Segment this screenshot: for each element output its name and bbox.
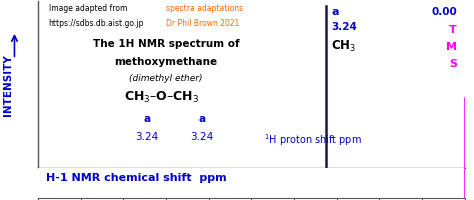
Text: T: T — [449, 25, 457, 35]
Text: S: S — [449, 58, 457, 68]
Text: a: a — [331, 7, 339, 17]
Text: spectra adaptations: spectra adaptations — [166, 4, 243, 13]
Text: (dimethyl ether): (dimethyl ether) — [129, 73, 203, 82]
Text: Image adapted from: Image adapted from — [48, 4, 127, 13]
Text: 0.00: 0.00 — [431, 7, 457, 17]
Text: INTENSITY: INTENSITY — [3, 54, 13, 116]
Text: a: a — [143, 113, 150, 123]
Text: 3.24: 3.24 — [135, 131, 158, 141]
Text: CH$_3$: CH$_3$ — [331, 38, 356, 54]
Text: CH$_3$–O–CH$_3$: CH$_3$–O–CH$_3$ — [124, 90, 200, 105]
Text: a: a — [199, 113, 206, 123]
Text: H-1 NMR chemical shift  ppm: H-1 NMR chemical shift ppm — [46, 172, 227, 182]
Text: M: M — [446, 42, 457, 52]
Text: The 1H NMR spectrum of: The 1H NMR spectrum of — [92, 38, 239, 48]
Text: methoxymethane: methoxymethane — [114, 57, 218, 67]
Text: Dr Phil Brown 2021: Dr Phil Brown 2021 — [166, 19, 239, 28]
Text: $^1$H proton shift ppm: $^1$H proton shift ppm — [264, 131, 362, 147]
Text: 3.24: 3.24 — [331, 22, 357, 32]
Text: 3.24: 3.24 — [191, 131, 214, 141]
Text: https://sdbs.db.aist.go.jp: https://sdbs.db.aist.go.jp — [48, 19, 144, 28]
